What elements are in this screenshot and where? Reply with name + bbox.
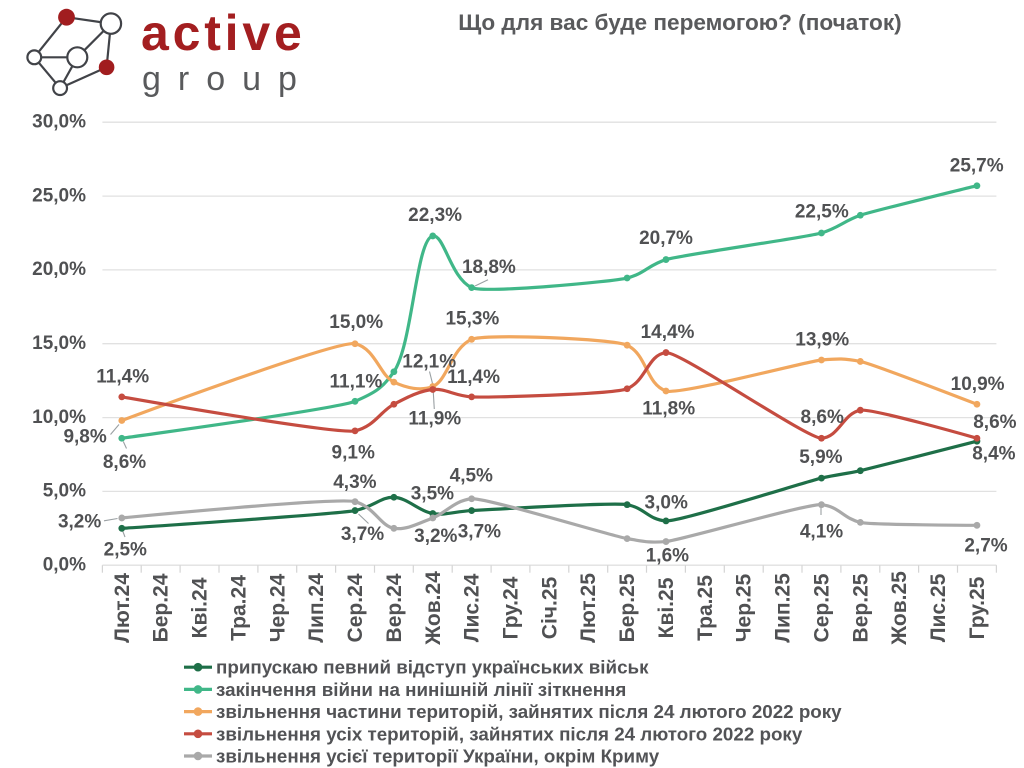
- svg-text:Вер.25: Вер.25: [849, 573, 872, 642]
- svg-text:звільнення усіх територій, зай: звільнення усіх територій, зайнятих післ…: [216, 723, 803, 744]
- svg-text:3,7%: 3,7%: [458, 522, 501, 543]
- svg-text:30,0%: 30,0%: [32, 112, 86, 133]
- svg-text:Жов.25: Жов.25: [888, 571, 911, 646]
- svg-text:Тра.25: Тра.25: [694, 575, 717, 641]
- svg-text:11,4%: 11,4%: [447, 367, 500, 388]
- svg-text:5,9%: 5,9%: [799, 447, 842, 468]
- svg-text:Вер.24: Вер.24: [383, 573, 406, 642]
- svg-text:2,5%: 2,5%: [104, 540, 147, 561]
- svg-text:0,0%: 0,0%: [43, 555, 86, 576]
- svg-text:Кві.24: Кві.24: [189, 577, 212, 638]
- svg-text:3,0%: 3,0%: [645, 493, 688, 514]
- svg-text:20,7%: 20,7%: [639, 228, 693, 249]
- svg-text:закінчення війни на нинішній л: закінчення війни на нинішній лінії зіткн…: [216, 679, 626, 700]
- svg-text:Лип.24: Лип.24: [305, 573, 328, 643]
- svg-text:2,7%: 2,7%: [964, 536, 1007, 557]
- svg-text:Сер.25: Сер.25: [811, 573, 834, 642]
- svg-text:9,8%: 9,8%: [63, 427, 106, 448]
- svg-text:11,8%: 11,8%: [642, 398, 695, 419]
- svg-text:Гру.25: Гру.25: [966, 576, 989, 639]
- svg-text:звільнення усієї території Укр: звільнення усієї території України, окрі…: [216, 746, 660, 767]
- svg-text:Гру.24: Гру.24: [500, 576, 523, 639]
- svg-text:15,0%: 15,0%: [329, 312, 383, 333]
- svg-text:4,3%: 4,3%: [333, 472, 376, 493]
- svg-text:Кві.25: Кві.25: [655, 577, 678, 638]
- svg-text:14,4%: 14,4%: [641, 322, 695, 343]
- svg-text:Тра.24: Тра.24: [227, 575, 250, 641]
- svg-text:5,0%: 5,0%: [43, 481, 86, 502]
- svg-text:9,1%: 9,1%: [332, 443, 375, 464]
- svg-text:22,3%: 22,3%: [408, 205, 462, 226]
- svg-text:12,1%: 12,1%: [402, 351, 456, 372]
- svg-text:Жов.24: Жов.24: [422, 571, 445, 646]
- svg-text:3,2%: 3,2%: [58, 511, 101, 532]
- svg-text:13,9%: 13,9%: [795, 330, 849, 351]
- svg-text:active: active: [141, 5, 306, 61]
- svg-text:8,6%: 8,6%: [801, 407, 844, 428]
- svg-text:Бер.24: Бер.24: [150, 573, 173, 642]
- svg-text:18,8%: 18,8%: [462, 257, 516, 278]
- svg-text:8,4%: 8,4%: [972, 443, 1015, 464]
- svg-text:10,0%: 10,0%: [32, 407, 86, 428]
- svg-text:22,5%: 22,5%: [795, 202, 849, 223]
- svg-text:Січ.25: Січ.25: [538, 576, 561, 639]
- svg-text:11,4%: 11,4%: [96, 367, 149, 388]
- svg-text:Лис.25: Лис.25: [927, 573, 950, 642]
- svg-text:Лют.25: Лют.25: [577, 573, 600, 643]
- svg-text:Бер.25: Бер.25: [616, 573, 639, 642]
- svg-text:8,6%: 8,6%: [103, 452, 146, 473]
- svg-text:4,1%: 4,1%: [800, 522, 843, 543]
- svg-text:Лип.25: Лип.25: [772, 573, 795, 643]
- svg-text:25,0%: 25,0%: [32, 185, 86, 206]
- svg-text:Чер.24: Чер.24: [266, 573, 289, 642]
- svg-text:8,6%: 8,6%: [973, 412, 1016, 433]
- svg-text:3,7%: 3,7%: [341, 524, 384, 545]
- svg-text:Що для вас буде перемогою? (по: Що для вас буде перемогою? (початок): [458, 10, 901, 35]
- svg-text:15,3%: 15,3%: [445, 308, 499, 329]
- svg-text:Лис.24: Лис.24: [461, 573, 484, 642]
- svg-text:припускаю певний відступ украї: припускаю певний відступ українських вій…: [216, 657, 649, 678]
- svg-text:11,1%: 11,1%: [329, 371, 382, 392]
- svg-text:25,7%: 25,7%: [950, 155, 1004, 176]
- svg-text:11,9%: 11,9%: [408, 408, 461, 429]
- svg-text:Лют.24: Лют.24: [111, 573, 134, 643]
- svg-text:звільнення частини територій,: звільнення частини територій, зайнятих п…: [216, 701, 842, 722]
- svg-text:3,2%: 3,2%: [414, 526, 457, 547]
- svg-text:group: group: [142, 60, 314, 98]
- svg-text:3,5%: 3,5%: [411, 484, 454, 505]
- svg-text:10,9%: 10,9%: [951, 374, 1005, 395]
- svg-text:4,5%: 4,5%: [450, 466, 493, 487]
- svg-text:20,0%: 20,0%: [32, 259, 86, 280]
- svg-text:Сер.24: Сер.24: [344, 573, 367, 642]
- svg-text:1,6%: 1,6%: [646, 546, 689, 567]
- svg-text:15,0%: 15,0%: [32, 333, 86, 354]
- svg-text:Чер.25: Чер.25: [733, 573, 756, 642]
